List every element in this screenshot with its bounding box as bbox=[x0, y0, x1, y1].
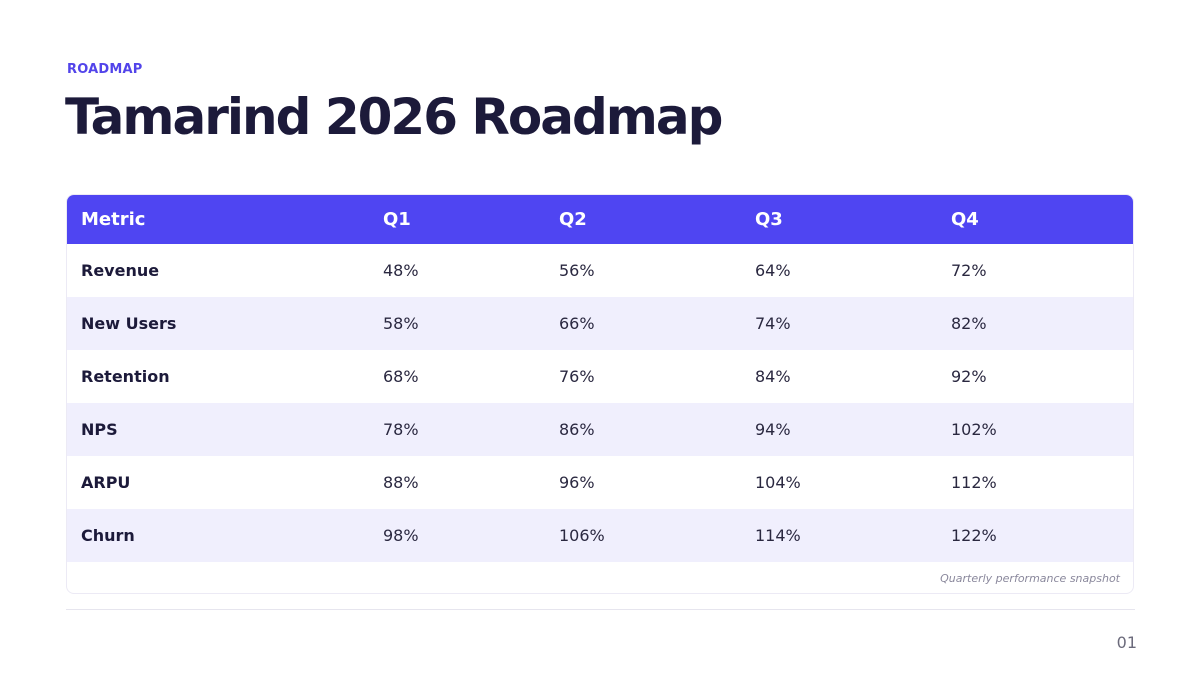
cell-q1: 98% bbox=[383, 526, 419, 545]
cell-q2: 66% bbox=[559, 314, 595, 333]
cell-q3: 114% bbox=[755, 526, 801, 545]
table-row: Churn 98% 106% 114% 122% bbox=[67, 509, 1133, 562]
cell-q2: 106% bbox=[559, 526, 605, 545]
table-row: ARPU 88% 96% 104% 112% bbox=[67, 456, 1133, 509]
cell-q3: 74% bbox=[755, 314, 791, 333]
cell-q2: 86% bbox=[559, 420, 595, 439]
header-q4: Q4 bbox=[951, 209, 979, 230]
metric-name: Churn bbox=[81, 526, 135, 545]
table-row: Revenue 48% 56% 64% 72% bbox=[67, 244, 1133, 297]
cell-q1: 88% bbox=[383, 473, 419, 492]
cell-q4: 122% bbox=[951, 526, 997, 545]
metric-name: New Users bbox=[81, 314, 177, 333]
eyebrow-label: ROADMAP bbox=[67, 62, 143, 77]
metrics-table-card: Metric Q1 Q2 Q3 Q4 Revenue 48% 56% 64% 7… bbox=[66, 194, 1134, 594]
cell-q4: 92% bbox=[951, 367, 987, 386]
cell-q2: 76% bbox=[559, 367, 595, 386]
cell-q4: 112% bbox=[951, 473, 997, 492]
cell-q3: 64% bbox=[755, 261, 791, 280]
cell-q4: 102% bbox=[951, 420, 997, 439]
footer-divider bbox=[66, 609, 1135, 610]
metric-name: ARPU bbox=[81, 473, 131, 492]
metric-name: Revenue bbox=[81, 261, 160, 280]
cell-q1: 78% bbox=[383, 420, 419, 439]
table-caption: Quarterly performance snapshot bbox=[940, 572, 1120, 585]
cell-q3: 104% bbox=[755, 473, 801, 492]
table-row: Retention 68% 76% 84% 92% bbox=[67, 350, 1133, 403]
cell-q4: 82% bbox=[951, 314, 987, 333]
cell-q3: 94% bbox=[755, 420, 791, 439]
page-number: 01 bbox=[1116, 633, 1137, 652]
slide-title: Tamarind 2026 Roadmap bbox=[65, 88, 723, 146]
cell-q1: 48% bbox=[383, 261, 419, 280]
header-metric: Metric bbox=[81, 209, 146, 230]
cell-q4: 72% bbox=[951, 261, 987, 280]
cell-q2: 56% bbox=[559, 261, 595, 280]
cell-q1: 68% bbox=[383, 367, 419, 386]
table-header-row: Metric Q1 Q2 Q3 Q4 bbox=[67, 195, 1133, 244]
cell-q2: 96% bbox=[559, 473, 595, 492]
metrics-table: Metric Q1 Q2 Q3 Q4 Revenue 48% 56% 64% 7… bbox=[67, 195, 1133, 562]
metric-name: NPS bbox=[81, 420, 118, 439]
cell-q3: 84% bbox=[755, 367, 791, 386]
metric-name: Retention bbox=[81, 367, 170, 386]
table-row: NPS 78% 86% 94% 102% bbox=[67, 403, 1133, 456]
cell-q1: 58% bbox=[383, 314, 419, 333]
header-q3: Q3 bbox=[755, 209, 783, 230]
header-q1: Q1 bbox=[383, 209, 411, 230]
table-row: New Users 58% 66% 74% 82% bbox=[67, 297, 1133, 350]
header-q2: Q2 bbox=[559, 209, 587, 230]
